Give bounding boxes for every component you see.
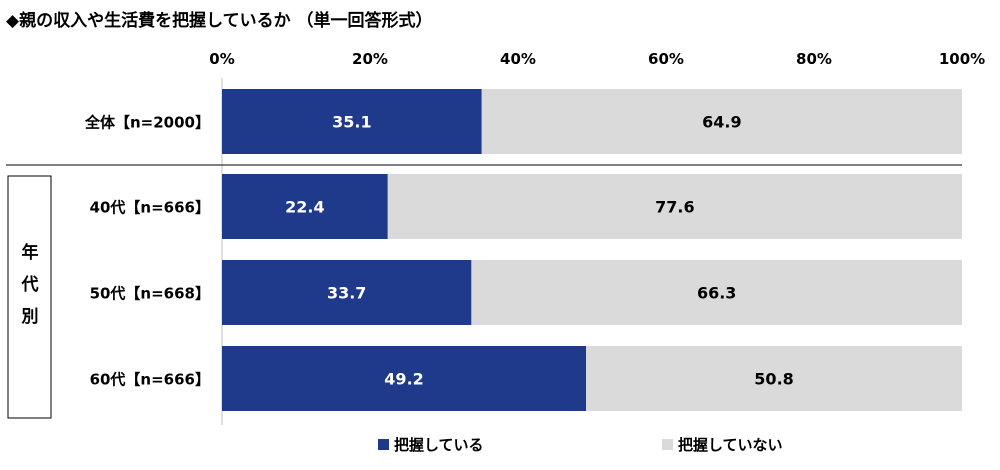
data-label: 33.7: [327, 284, 366, 303]
x-tick-label: 60%: [648, 50, 684, 68]
bar-known: [222, 89, 482, 154]
bar-unknown: [586, 346, 962, 411]
x-tick-label: 80%: [796, 50, 832, 68]
legend-item-known: 把握している: [378, 434, 484, 455]
data-label: 22.4: [285, 198, 324, 217]
bar-unknown: [387, 174, 962, 239]
bar-known: [222, 346, 587, 411]
stacked-bar-chart: 0% 20% 40% 60% 80% 100% 35.1 64.9 全体【n=2000】 22.…: [6, 50, 985, 425]
data-label: 66.3: [697, 284, 736, 303]
data-label: 64.9: [702, 113, 741, 132]
x-tick-label: 40%: [500, 50, 536, 68]
x-tick-label: 0%: [209, 50, 234, 68]
category-label: 40代【n=666】: [90, 199, 210, 217]
chart-title: ◆親の収入や生活費を把握しているか （単一回答形式）: [6, 11, 433, 31]
x-tick-label: 100%: [939, 50, 985, 68]
group-label-char: 別: [21, 307, 39, 327]
bar-known: [222, 260, 472, 325]
group-label-char: 年: [22, 242, 39, 263]
data-label: 35.1: [332, 113, 371, 132]
data-label: 77.6: [655, 198, 694, 217]
category-label: 60代【n=666】: [90, 371, 210, 389]
legend-label-unknown: 把握していない: [678, 436, 783, 454]
legend-label-known: 把握している: [394, 436, 484, 454]
legend-item-unknown: 把握していない: [662, 434, 783, 455]
data-label: 49.2: [384, 370, 423, 389]
legend-swatch-known: [378, 439, 389, 450]
legend-swatch-unknown: [662, 439, 673, 450]
category-label: 50代【n=668】: [90, 285, 210, 303]
group-box: [7, 175, 52, 419]
legend: 把握している 把握していない: [0, 434, 1000, 464]
bar-unknown: [471, 260, 962, 325]
bar-known: [222, 174, 388, 239]
category-label: 全体【n=2000】: [84, 114, 210, 132]
x-tick-label: 20%: [352, 50, 388, 68]
bar-unknown: [481, 89, 962, 154]
group-label-char: 代: [21, 274, 39, 295]
data-label: 50.8: [754, 370, 793, 389]
